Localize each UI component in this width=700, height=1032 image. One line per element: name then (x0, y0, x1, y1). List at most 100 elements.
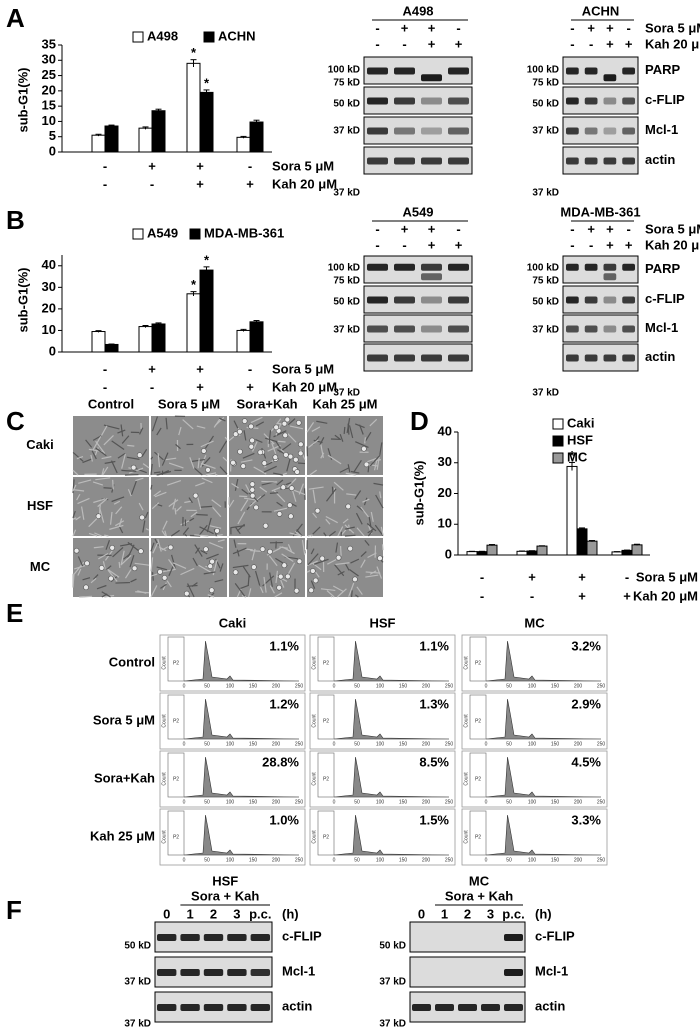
cell-streak (81, 595, 93, 598)
band (584, 127, 598, 135)
cell-streak (265, 437, 278, 443)
histogram-peak (485, 640, 602, 682)
cell-streak (188, 497, 193, 504)
cell-streak (109, 511, 113, 525)
count-label: Count (463, 656, 469, 670)
cell-streak (124, 569, 132, 579)
band (421, 354, 442, 362)
band (435, 1004, 454, 1011)
cell-streak (348, 425, 354, 439)
size-marker: 75 kD (532, 276, 559, 287)
size-marker: 37 kD (333, 188, 360, 199)
cell-streak (77, 556, 84, 567)
cell-streak (139, 427, 144, 435)
treatment-sign: + (148, 361, 156, 376)
y-tick-label: 30 (42, 52, 56, 67)
bar (611, 551, 623, 556)
bar (91, 134, 106, 153)
cell-streak (263, 465, 277, 473)
cell-streak (232, 564, 249, 569)
cell-streak (380, 526, 384, 536)
cell-streak (368, 517, 372, 527)
size-marker: 37 kD (333, 126, 360, 137)
bar (236, 136, 251, 153)
cell-streak (280, 579, 285, 588)
cell-streak (349, 568, 359, 577)
cell-streak (153, 490, 162, 497)
round-cell (283, 452, 289, 458)
round-cell (183, 590, 190, 597)
cell-streak (198, 524, 208, 537)
cell-streak (309, 469, 318, 476)
size-marker: 50 kD (532, 297, 559, 308)
cell-streak (151, 502, 160, 510)
x-tick-label: 0 (183, 799, 186, 805)
cell-streak (345, 472, 356, 476)
cell-streak (310, 580, 316, 589)
treatment-sign: - (103, 158, 107, 173)
band (203, 1004, 224, 1011)
round-cell (248, 423, 254, 430)
treatment-sign: + (623, 588, 631, 603)
treatment-sign: - (589, 36, 593, 51)
x-tick-label: 200 (422, 741, 431, 747)
size-marker: 100 kD (527, 65, 559, 76)
protein-label: actin (282, 998, 312, 1013)
error-bar (634, 543, 640, 546)
cell-streak (330, 595, 333, 598)
cell-streak (196, 425, 206, 429)
gate-label: P2 (173, 718, 179, 724)
cell-streak (196, 495, 202, 510)
bar (566, 465, 578, 556)
bar (91, 331, 106, 353)
cell-streak (253, 466, 267, 475)
x-tick-label: 250 (445, 799, 454, 805)
band (584, 354, 598, 362)
cell-streak (153, 471, 161, 474)
cell-streak (326, 590, 335, 598)
error-bar (95, 133, 102, 137)
band (603, 127, 617, 135)
cell-streak (164, 530, 167, 537)
band (367, 325, 388, 333)
round-cell (281, 562, 288, 569)
error-bar (589, 540, 595, 542)
count-label: Count (311, 830, 317, 844)
cell-streak (118, 518, 123, 527)
count-label: Count (311, 656, 317, 670)
round-cell (277, 573, 284, 580)
protein-label: c-FLIP (282, 928, 322, 943)
micrograph (228, 477, 306, 537)
cell-streak (93, 546, 104, 549)
cell-streak (346, 493, 357, 496)
cell-streak (337, 526, 344, 537)
round-cell (232, 569, 239, 576)
cell-streak (194, 547, 200, 554)
protein-label: PARP (645, 261, 680, 276)
size-marker: 50 kD (333, 297, 360, 308)
cell-streak (320, 452, 325, 459)
x-tick-label: 100 (376, 799, 385, 805)
cell-streak (269, 585, 275, 594)
bar (249, 321, 264, 353)
percentage: 4.5% (571, 754, 601, 769)
round-cell (259, 546, 266, 553)
treatment-sign: - (150, 176, 154, 191)
histogram-peak (333, 698, 450, 740)
percentage: 2.9% (571, 696, 601, 711)
gate-label: P2 (475, 776, 481, 782)
band (367, 263, 388, 271)
error-bar (569, 461, 575, 471)
cell-streak (367, 463, 379, 467)
percentage: 1.0% (269, 812, 299, 827)
cell-streak (332, 585, 344, 593)
cell-streak (117, 453, 126, 459)
band (367, 127, 388, 135)
cell-streak (312, 512, 318, 519)
cell-streak (350, 470, 360, 474)
treatment-sign: + (196, 361, 204, 376)
cell-streak (77, 497, 90, 505)
round-cell (288, 513, 294, 520)
cell-streak (102, 466, 109, 476)
cell-streak (333, 481, 344, 491)
